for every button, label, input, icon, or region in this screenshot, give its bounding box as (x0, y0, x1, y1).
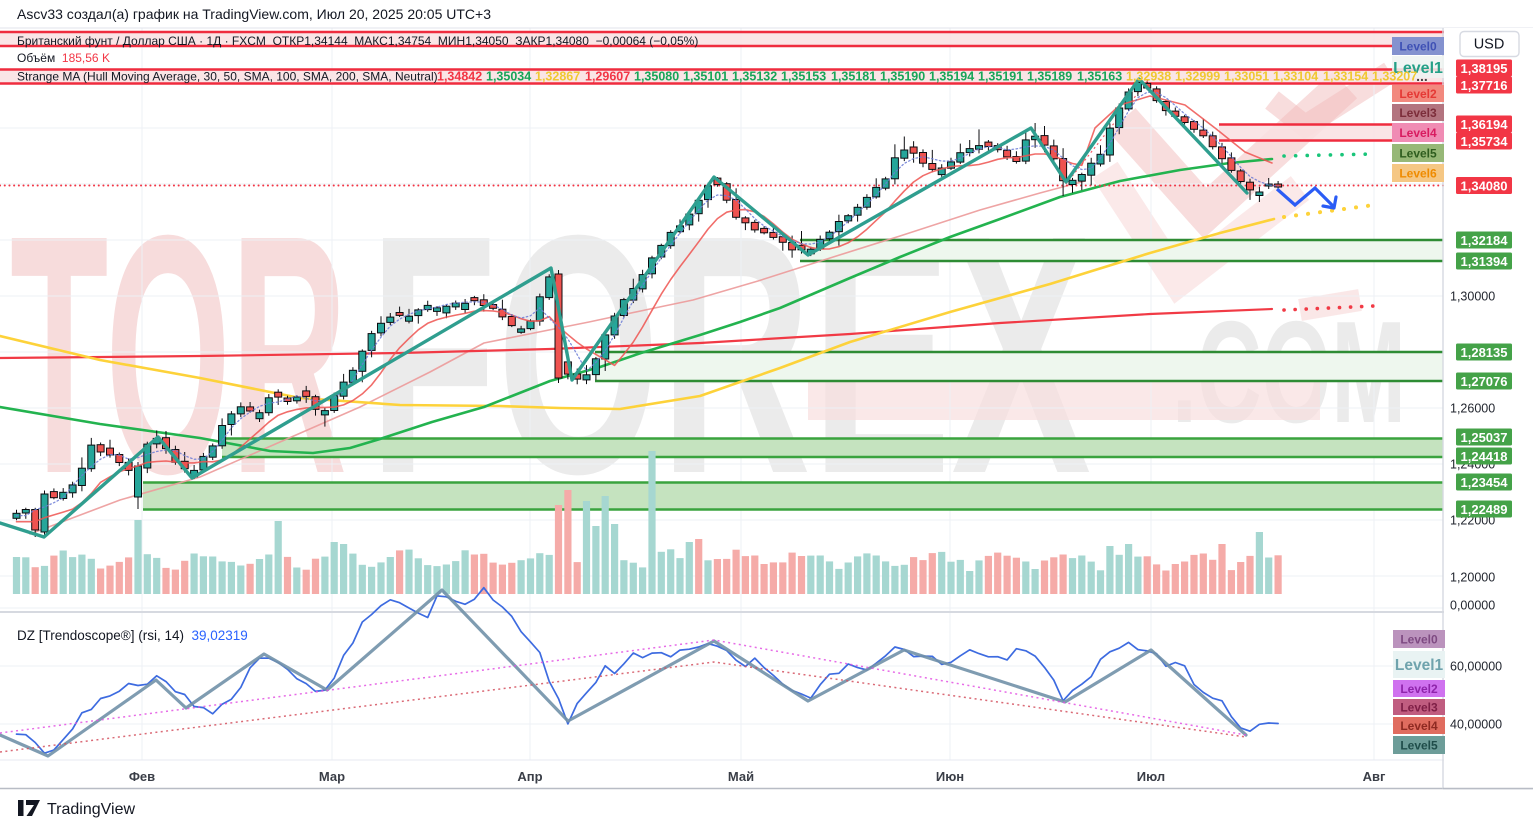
svg-text:1,33207: 1,33207 (1372, 70, 1417, 84)
svg-text:1,35132: 1,35132 (732, 70, 777, 84)
svg-text:Level5: Level5 (1400, 738, 1438, 752)
svg-text:Strange MA (Hull Moving Averag: Strange MA (Hull Moving Average, 30, 50,… (17, 70, 438, 84)
svg-text:TradingView: TradingView (47, 801, 135, 818)
svg-text:40,00000: 40,00000 (1450, 718, 1502, 732)
svg-text:Level3: Level3 (1400, 700, 1438, 714)
svg-text:1,33051: 1,33051 (1224, 70, 1269, 84)
svg-text:Level0: Level0 (1399, 39, 1437, 53)
svg-text:1,35163: 1,35163 (1077, 70, 1122, 84)
svg-text:Май: Май (728, 769, 754, 784)
svg-text:1,29607: 1,29607 (585, 70, 630, 84)
svg-text:1,30000: 1,30000 (1450, 290, 1495, 304)
svg-text:1,38195: 1,38195 (1461, 61, 1508, 76)
svg-text:1,34842: 1,34842 (437, 70, 482, 84)
svg-text:1,36194: 1,36194 (1461, 117, 1509, 132)
svg-text:1,35034: 1,35034 (486, 70, 531, 84)
svg-text:USD: USD (1474, 37, 1505, 53)
svg-text:Июн: Июн (936, 769, 964, 784)
svg-text:1,23454: 1,23454 (1461, 475, 1509, 490)
svg-text:1,22489: 1,22489 (1461, 502, 1508, 517)
svg-text:1,32938: 1,32938 (1126, 70, 1171, 84)
svg-text:Level4: Level4 (1400, 719, 1438, 733)
svg-text:1,37716: 1,37716 (1461, 78, 1508, 93)
svg-text:60,00000: 60,00000 (1450, 660, 1502, 674)
svg-text:1,20000: 1,20000 (1450, 571, 1495, 585)
svg-text:1,32999: 1,32999 (1175, 70, 1220, 84)
svg-text:1,35734: 1,35734 (1461, 134, 1509, 149)
svg-text:1,35194: 1,35194 (929, 70, 974, 84)
svg-text:1,35181: 1,35181 (831, 70, 876, 84)
svg-text:Level0: Level0 (1400, 632, 1438, 646)
svg-text:Level6: Level6 (1399, 166, 1437, 180)
svg-text:1,33104: 1,33104 (1273, 70, 1318, 84)
svg-text:Level4: Level4 (1399, 126, 1437, 140)
svg-text:1,35190: 1,35190 (880, 70, 925, 84)
svg-text:...: ... (1416, 68, 1428, 84)
svg-text:Level2: Level2 (1400, 682, 1438, 696)
svg-text:1,26000: 1,26000 (1450, 402, 1495, 416)
svg-text:Июл: Июл (1137, 769, 1165, 784)
svg-text:DZ [Trendoscope®] (rsi, 14) 3: DZ [Trendoscope®] (rsi, 14) 39,02319 (17, 628, 248, 643)
svg-text:1,27076: 1,27076 (1461, 374, 1508, 389)
svg-text:Level2: Level2 (1399, 87, 1437, 101)
svg-text:Мар: Мар (319, 769, 345, 784)
svg-text:Level3: Level3 (1399, 106, 1437, 120)
svg-text:1,32867: 1,32867 (535, 70, 580, 84)
svg-text:Объём 185,56 K: Объём 185,56 K (17, 51, 110, 65)
svg-text:1,34080: 1,34080 (1461, 178, 1508, 193)
svg-text:1,25037: 1,25037 (1461, 430, 1508, 445)
svg-text:Ascv33 создал(а) график на Tra: Ascv33 создал(а) график на TradingView.c… (17, 6, 491, 22)
svg-text:1,31394: 1,31394 (1461, 254, 1509, 269)
svg-text:1,24418: 1,24418 (1461, 449, 1508, 464)
svg-text:Level1: Level1 (1395, 657, 1444, 674)
svg-text:Британский фунт / Доллар США ·: Британский фунт / Доллар США · 1Д · FXCM… (17, 34, 698, 48)
svg-text:1,33154: 1,33154 (1323, 70, 1368, 84)
svg-text:1,35080: 1,35080 (634, 70, 679, 84)
svg-text:1,35101: 1,35101 (683, 70, 728, 84)
svg-text:1,32184: 1,32184 (1461, 233, 1509, 248)
svg-text:1,28135: 1,28135 (1461, 345, 1508, 360)
svg-text:Level1: Level1 (1393, 60, 1443, 77)
svg-text:Фев: Фев (129, 769, 155, 784)
svg-text:0,00000: 0,00000 (1450, 599, 1495, 613)
svg-text:Апр: Апр (517, 769, 542, 784)
svg-text:Level5: Level5 (1399, 146, 1437, 160)
svg-text:1,35153: 1,35153 (781, 70, 826, 84)
svg-text:Авг: Авг (1363, 769, 1386, 784)
svg-text:1,35191: 1,35191 (978, 70, 1023, 84)
svg-text:1,35189: 1,35189 (1027, 70, 1072, 84)
